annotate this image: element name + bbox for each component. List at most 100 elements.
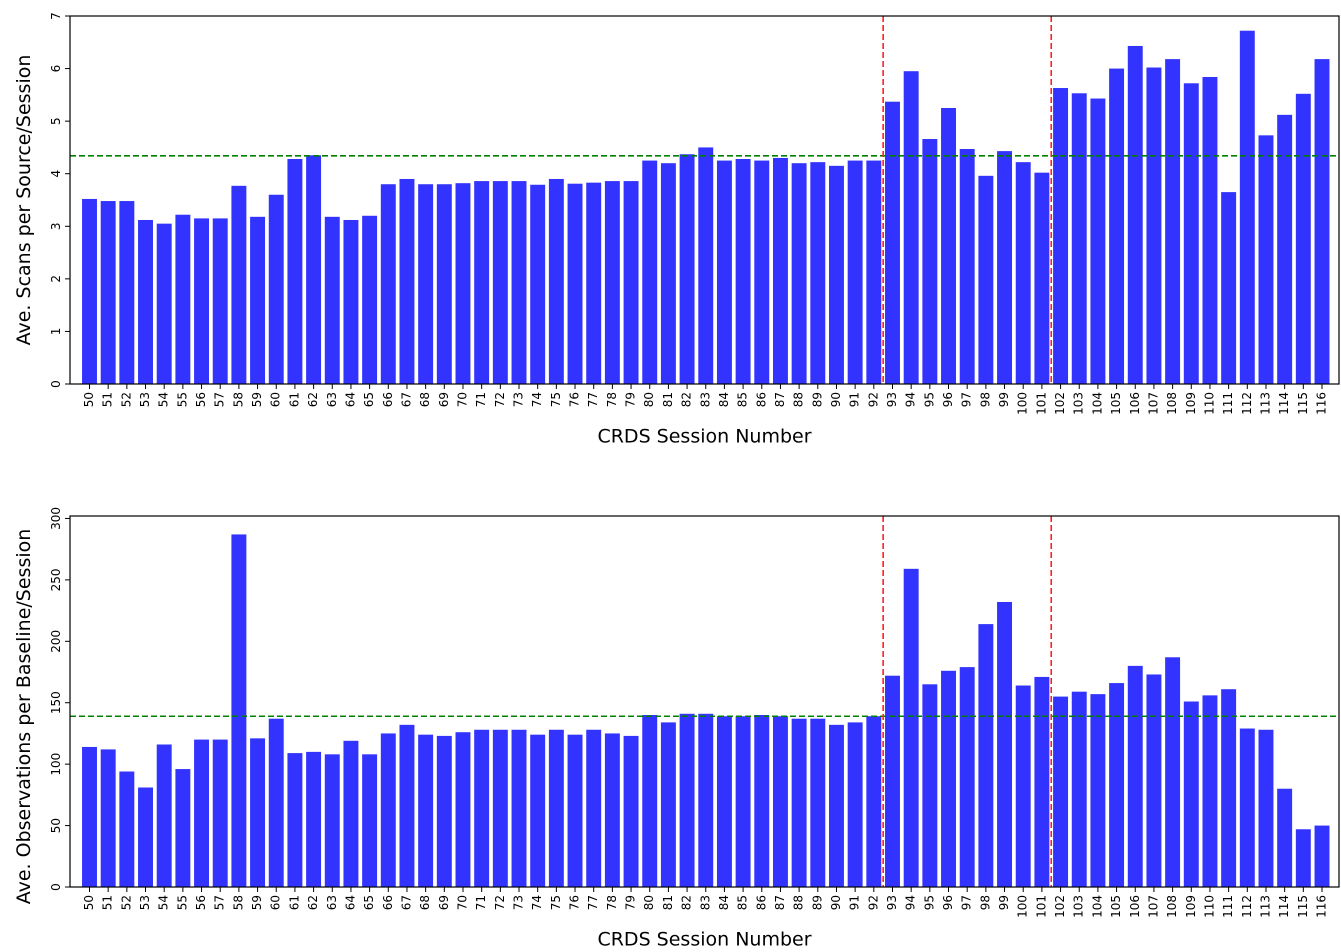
x-tick-label: 111 [1221,895,1235,918]
x-tick-label: 115 [1296,895,1310,918]
bar [306,155,322,384]
bar [1202,76,1218,385]
x-tick-label: 85 [736,895,750,910]
x-tick-label: 99 [997,392,1011,407]
bar [530,184,546,384]
x-tick-label: 98 [978,392,992,407]
x-tick-label: 51 [101,392,115,407]
x-tick-label: 91 [848,392,862,407]
x-tick-label: 114 [1277,895,1291,918]
bar [474,729,490,887]
x-tick-label: 105 [1109,392,1123,415]
x-tick-label: 75 [549,895,563,910]
x-tick-label: 74 [530,895,544,910]
x-tick-label: 81 [661,895,675,910]
bar [1165,59,1181,384]
bar [231,534,247,887]
bar [324,216,340,384]
x-tick-label: 57 [213,392,227,407]
x-tick-label: 92 [866,392,880,407]
x-tick-label: 94 [904,895,918,910]
bar [418,184,434,384]
x-tick-label: 93 [885,895,899,910]
bar [1015,162,1031,384]
x-tick-label: 87 [773,392,787,407]
bar [810,718,826,887]
bar [455,732,471,887]
x-tick-label: 86 [754,392,768,407]
bar [175,769,191,887]
bar [716,716,732,887]
x-tick-label: 77 [586,895,600,910]
bar [679,713,695,887]
bar [1221,192,1237,384]
x-tick-label: 56 [194,895,208,910]
x-tick-label: 85 [736,392,750,407]
bar [156,744,172,887]
x-tick-label: 76 [568,392,582,407]
bar [1109,68,1125,385]
bar [268,194,284,384]
x-tick-label: 67 [399,895,413,910]
x-tick-label: 64 [343,895,357,910]
x-tick-label: 112 [1240,392,1254,415]
x-tick-label: 78 [605,895,619,910]
bar [399,724,415,887]
x-tick-label: 52 [119,392,133,407]
bar [1202,695,1218,887]
x-tick-label: 55 [175,392,189,407]
x-tick-label: 66 [381,392,395,407]
x-tick-label: 72 [493,392,507,407]
x-tick-label: 83 [698,392,712,407]
bar [810,162,826,384]
bar [1277,114,1293,384]
x-tick-label: 108 [1165,392,1179,415]
x-tick-label: 96 [941,895,955,910]
plot-frame [69,15,1340,385]
bar [194,218,210,384]
bar [212,218,228,384]
x-tick-label: 84 [717,895,731,910]
bar [735,716,751,887]
bar [997,601,1013,887]
x-tick-label: 97 [960,392,974,407]
x-tick-label: 60 [269,895,283,910]
bar [212,739,228,887]
x-tick-label: 55 [175,895,189,910]
bar [1071,691,1087,887]
bar [567,183,583,384]
x-tick-label: 62 [306,895,320,910]
x-tick-label: 88 [792,392,806,407]
bar [548,729,564,887]
bar [959,667,975,887]
bar [1221,689,1237,887]
bar [623,181,639,384]
bar [268,718,284,887]
x-tick-label: 114 [1277,392,1291,415]
bar [698,147,714,384]
x-tick-label: 66 [381,895,395,910]
x-tick-label: 56 [194,392,208,407]
y-tick-label: 7 [49,12,63,20]
x-tick-label: 71 [474,895,488,910]
bar [119,201,135,384]
x-tick-label: 73 [512,392,526,407]
bar [1053,88,1069,384]
bar [250,216,266,384]
x-tick-label: 116 [1315,895,1329,918]
x-tick-label: 63 [325,392,339,407]
bar [604,733,620,887]
bar [343,740,359,887]
x-tick-label: 82 [680,392,694,407]
x-tick-label: 102 [1053,895,1067,918]
x-tick-label: 105 [1109,895,1123,918]
bar [1146,674,1162,887]
bar [287,753,303,887]
x-tick-label: 89 [810,895,824,910]
bar [1295,829,1311,887]
x-tick-label: 113 [1258,392,1272,415]
x-tick-label: 61 [287,895,301,910]
x-tick-label: 69 [437,392,451,407]
x-tick-label: 70 [455,895,469,910]
bar [138,787,153,887]
